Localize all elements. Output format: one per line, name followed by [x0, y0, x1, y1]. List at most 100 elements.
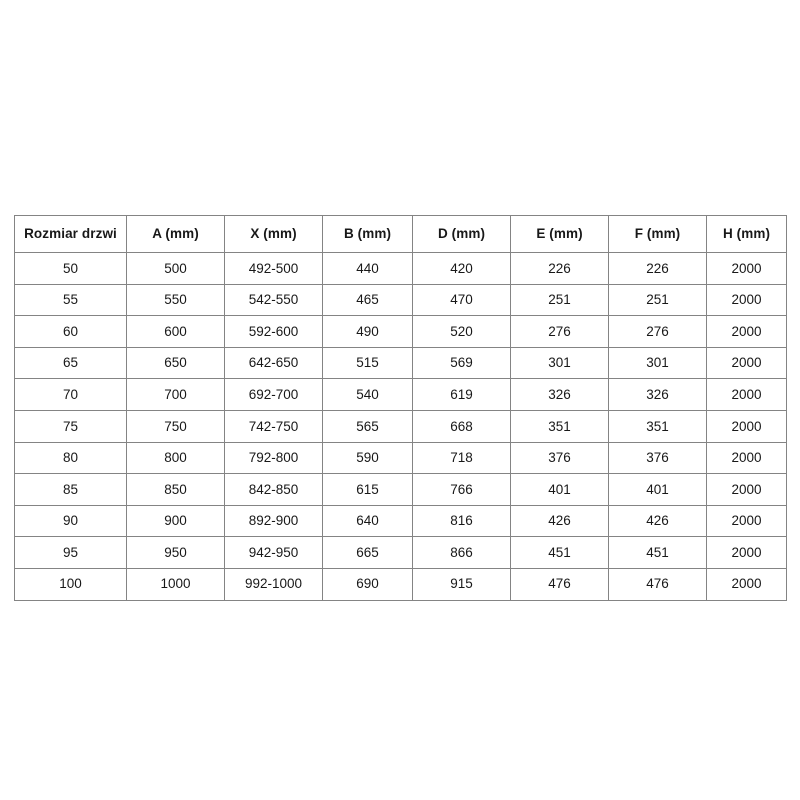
table-cell: 640 — [322, 504, 413, 538]
table-row: 70 700 692-700 540 619 326 326 2000 — [14, 378, 787, 411]
table-cell: 401 — [608, 473, 707, 506]
table-cell: 900 — [126, 504, 225, 538]
table-cell: 2000 — [706, 315, 787, 348]
table-cell: 792-800 — [224, 441, 323, 475]
table-cell: 816 — [412, 504, 511, 538]
table-cell: 326 — [510, 378, 609, 411]
table-cell: 2000 — [706, 252, 787, 285]
table-cell: 492-500 — [224, 252, 323, 285]
table-cell: 1000 — [126, 567, 225, 601]
table-row: 90 900 892-900 640 816 426 426 2000 — [14, 504, 787, 538]
table-cell: 2000 — [706, 441, 787, 475]
table-cell: 376 — [608, 441, 707, 475]
table-cell: 440 — [322, 252, 413, 285]
table-cell: 600 — [126, 315, 225, 348]
table-row: 95 950 942-950 665 866 451 451 2000 — [14, 536, 787, 569]
spec-table-container: Rozmiar drzwi A (mm) X (mm) B (mm) D (mm) E (… — [14, 215, 787, 601]
table-cell: 950 — [126, 536, 225, 569]
table-cell: 800 — [126, 441, 225, 475]
table-cell: 401 — [510, 473, 609, 506]
table-row: 65 650 642-650 515 569 301 301 2000 — [14, 346, 787, 380]
table-cell: 476 — [510, 567, 609, 601]
table-row: 100 1000 992-1000 690 915 476 476 2000 — [14, 567, 787, 601]
table-cell: 2000 — [706, 346, 787, 380]
column-header-1: A (mm) — [126, 215, 225, 253]
table-cell: 615 — [322, 473, 413, 506]
table-cell: 842-850 — [224, 473, 323, 506]
cell-door-size: 90 — [14, 504, 127, 538]
table-cell: 2000 — [706, 409, 787, 443]
table-cell: 866 — [412, 536, 511, 569]
table-cell: 540 — [322, 378, 413, 411]
table-row: 50 500 492-500 440 420 226 226 2000 — [14, 252, 787, 285]
table-cell: 766 — [412, 473, 511, 506]
table-cell: 276 — [510, 315, 609, 348]
table-cell: 500 — [126, 252, 225, 285]
table-cell: 2000 — [706, 378, 787, 411]
table-cell: 692-700 — [224, 378, 323, 411]
table-cell: 592-600 — [224, 315, 323, 348]
cell-door-size: 80 — [14, 441, 127, 475]
table-cell: 226 — [608, 252, 707, 285]
column-header-6: F (mm) — [608, 215, 707, 253]
table-header-row: Rozmiar drzwi A (mm) X (mm) B (mm) D (mm) E (… — [14, 215, 787, 253]
table-cell: 470 — [412, 283, 511, 317]
table-cell: 750 — [126, 409, 225, 443]
table-cell: 351 — [510, 409, 609, 443]
table-cell: 550 — [126, 283, 225, 317]
table-cell: 2000 — [706, 283, 787, 317]
cell-door-size: 70 — [14, 378, 127, 411]
cell-door-size: 60 — [14, 315, 127, 348]
table-cell: 420 — [412, 252, 511, 285]
table-cell: 451 — [608, 536, 707, 569]
cell-door-size: 50 — [14, 252, 127, 285]
cell-door-size: 55 — [14, 283, 127, 317]
table-cell: 301 — [608, 346, 707, 380]
table-cell: 515 — [322, 346, 413, 380]
table-cell: 668 — [412, 409, 511, 443]
table-cell: 490 — [322, 315, 413, 348]
cell-door-size: 95 — [14, 536, 127, 569]
cell-door-size: 85 — [14, 473, 127, 506]
table-cell: 451 — [510, 536, 609, 569]
table-header: Rozmiar drzwi A (mm) X (mm) B (mm) D (mm) E (… — [14, 215, 787, 253]
table-cell: 992-1000 — [224, 567, 323, 601]
cell-door-size: 100 — [14, 567, 127, 601]
table-cell: 326 — [608, 378, 707, 411]
table-cell: 542-550 — [224, 283, 323, 317]
table-cell: 700 — [126, 378, 225, 411]
column-header-2: X (mm) — [224, 215, 323, 253]
table-row: 55 550 542-550 465 470 251 251 2000 — [14, 283, 787, 317]
table-cell: 226 — [510, 252, 609, 285]
column-header-7: H (mm) — [706, 215, 787, 253]
cell-door-size: 65 — [14, 346, 127, 380]
table-cell: 301 — [510, 346, 609, 380]
table-cell: 426 — [510, 504, 609, 538]
table-cell: 565 — [322, 409, 413, 443]
table-row: 80 800 792-800 590 718 376 376 2000 — [14, 441, 787, 475]
table-row: 60 600 592-600 490 520 276 276 2000 — [14, 315, 787, 348]
table-cell: 276 — [608, 315, 707, 348]
table-cell: 476 — [608, 567, 707, 601]
table-cell: 251 — [510, 283, 609, 317]
table-cell: 569 — [412, 346, 511, 380]
door-size-specification-table: Rozmiar drzwi A (mm) X (mm) B (mm) D (mm) E (… — [14, 215, 787, 601]
table-cell: 2000 — [706, 473, 787, 506]
table-cell: 2000 — [706, 536, 787, 569]
column-header-5: E (mm) — [510, 215, 609, 253]
table-cell: 942-950 — [224, 536, 323, 569]
column-header-0: Rozmiar drzwi — [14, 215, 127, 253]
table-cell: 742-750 — [224, 409, 323, 443]
table-cell: 718 — [412, 441, 511, 475]
table-cell: 642-650 — [224, 346, 323, 380]
table-cell: 665 — [322, 536, 413, 569]
table-cell: 892-900 — [224, 504, 323, 538]
table-cell: 915 — [412, 567, 511, 601]
table-cell: 376 — [510, 441, 609, 475]
table-cell: 590 — [322, 441, 413, 475]
table-cell: 2000 — [706, 567, 787, 601]
table-row: 75 750 742-750 565 668 351 351 2000 — [14, 409, 787, 443]
table-cell: 2000 — [706, 504, 787, 538]
table-cell: 619 — [412, 378, 511, 411]
